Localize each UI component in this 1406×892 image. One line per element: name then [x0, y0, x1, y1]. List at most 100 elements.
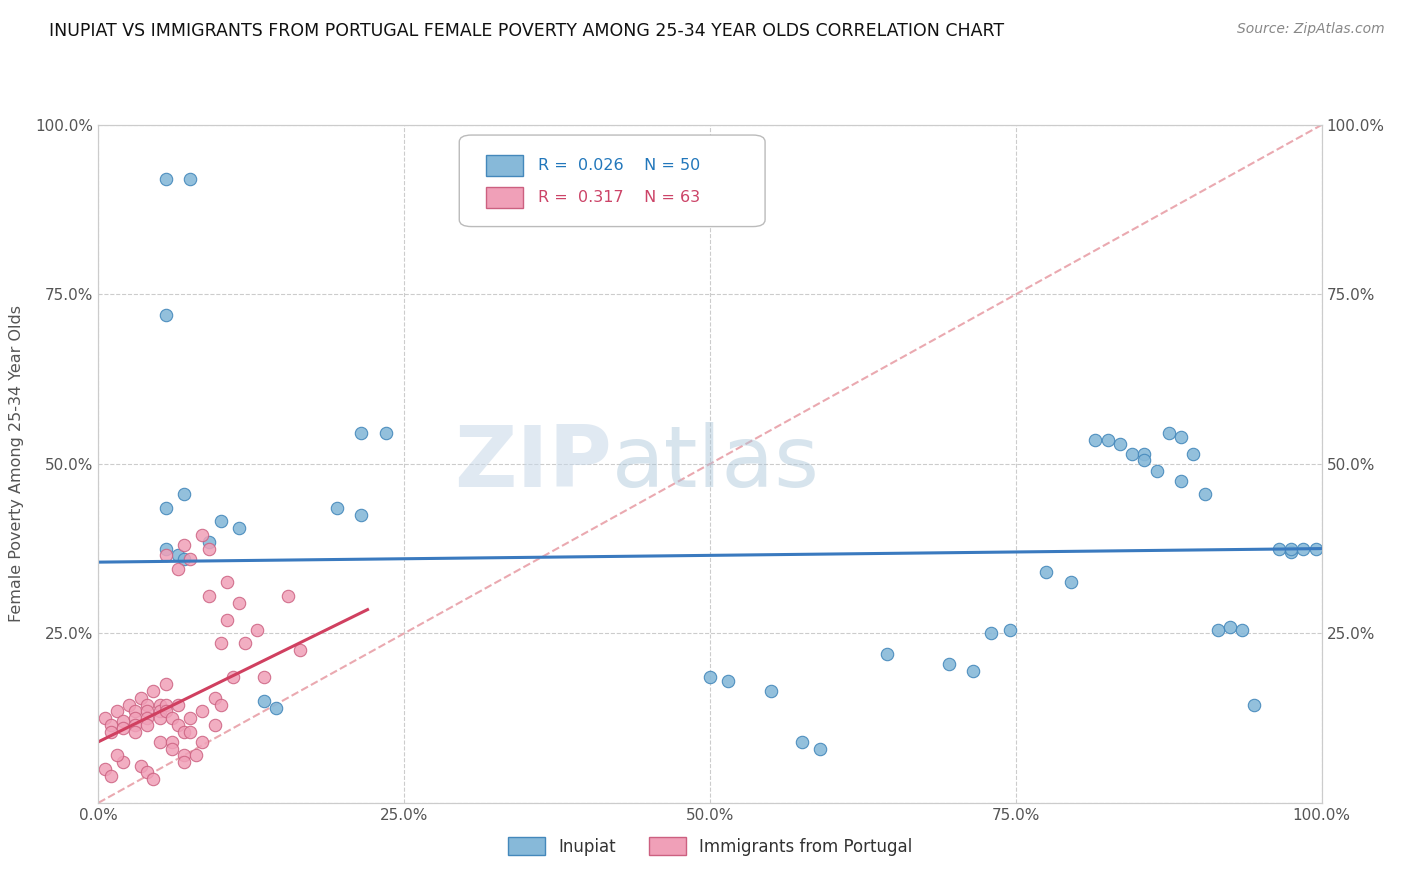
Point	[1182, 447, 1205, 461]
Point	[179, 711, 201, 725]
Point	[1279, 541, 1302, 556]
Point	[1243, 698, 1265, 712]
Point	[155, 549, 177, 563]
Point	[149, 735, 172, 749]
Point	[1060, 575, 1083, 590]
Point	[277, 589, 299, 603]
Point	[142, 684, 165, 698]
Point	[191, 528, 214, 542]
Point	[1194, 487, 1216, 501]
Point	[1219, 619, 1241, 633]
Point	[100, 724, 122, 739]
Point	[111, 721, 134, 735]
Point	[808, 741, 831, 756]
Point	[1279, 545, 1302, 559]
Point	[761, 684, 783, 698]
Text: R =  0.026    N = 50: R = 0.026 N = 50	[537, 158, 700, 173]
Point	[290, 643, 312, 657]
Point	[155, 698, 177, 712]
Point	[876, 647, 898, 661]
Point	[228, 521, 250, 535]
Point	[215, 613, 238, 627]
Point	[191, 735, 214, 749]
Point	[186, 748, 208, 763]
Point	[1146, 464, 1168, 478]
Point	[1084, 433, 1107, 447]
Point	[173, 724, 195, 739]
Point	[197, 541, 219, 556]
Point	[160, 735, 183, 749]
Point	[173, 755, 195, 769]
Point	[790, 735, 813, 749]
Text: ZIP: ZIP	[454, 422, 612, 506]
Point	[1170, 430, 1192, 444]
Point	[1170, 474, 1192, 488]
Point	[222, 670, 245, 684]
Point	[155, 541, 177, 556]
Text: R =  0.317    N = 63: R = 0.317 N = 63	[537, 190, 700, 205]
Point	[155, 704, 177, 718]
Point	[980, 626, 1002, 640]
Point	[173, 538, 195, 552]
Point	[717, 673, 740, 688]
Point	[136, 711, 159, 725]
Point	[136, 704, 159, 718]
Point	[204, 718, 226, 732]
Point	[173, 551, 195, 566]
Point	[173, 487, 195, 501]
Point	[100, 718, 122, 732]
Point	[1097, 433, 1119, 447]
Point	[124, 724, 146, 739]
Point	[155, 172, 177, 186]
Point	[111, 714, 134, 729]
Point	[252, 670, 274, 684]
Point	[1035, 566, 1057, 580]
Point	[191, 704, 214, 718]
Text: INUPIAT VS IMMIGRANTS FROM PORTUGAL FEMALE POVERTY AMONG 25-34 YEAR OLDS CORRELA: INUPIAT VS IMMIGRANTS FROM PORTUGAL FEMA…	[49, 22, 1004, 40]
Point	[228, 596, 250, 610]
Point	[233, 636, 256, 650]
Point	[136, 698, 159, 712]
Point	[155, 308, 177, 322]
Point	[93, 762, 115, 776]
Point	[179, 551, 201, 566]
Point	[1121, 447, 1143, 461]
Point	[124, 718, 146, 732]
Point	[179, 172, 201, 186]
Point	[209, 636, 232, 650]
Point	[209, 515, 232, 529]
Point	[938, 657, 960, 671]
Text: atlas: atlas	[612, 422, 820, 506]
Point	[167, 698, 190, 712]
Bar	[486, 155, 523, 176]
Point	[149, 698, 172, 712]
Point	[197, 589, 219, 603]
Point	[1108, 436, 1130, 450]
Point	[118, 698, 141, 712]
Point	[350, 508, 373, 522]
Point	[105, 748, 128, 763]
Point	[699, 670, 721, 684]
Point	[160, 741, 183, 756]
Point	[1206, 623, 1229, 637]
Point	[1305, 541, 1327, 556]
Point	[179, 724, 201, 739]
Point	[136, 765, 159, 780]
Point	[124, 711, 146, 725]
Point	[149, 711, 172, 725]
Point	[129, 758, 152, 772]
Point	[93, 711, 115, 725]
Point	[149, 704, 172, 718]
Point	[173, 748, 195, 763]
Point	[124, 704, 146, 718]
Point	[215, 575, 238, 590]
Point	[142, 772, 165, 786]
Point	[998, 623, 1021, 637]
FancyBboxPatch shape	[460, 135, 765, 227]
Point	[167, 562, 190, 576]
Point	[136, 718, 159, 732]
Point	[160, 711, 183, 725]
Point	[209, 698, 232, 712]
Point	[105, 704, 128, 718]
Point	[1157, 426, 1180, 441]
